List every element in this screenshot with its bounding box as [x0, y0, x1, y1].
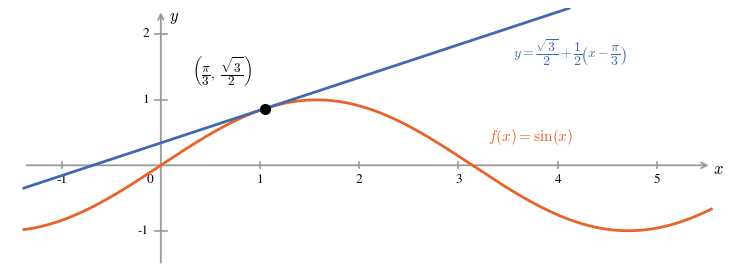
Text: 4: 4	[554, 174, 561, 186]
Text: 0: 0	[146, 174, 153, 186]
Text: $x$: $x$	[713, 161, 724, 178]
Text: 1: 1	[257, 174, 263, 186]
Text: $y$: $y$	[169, 10, 179, 26]
Text: 2: 2	[142, 29, 149, 40]
Text: $f(x) = \sin(x)$: $f(x) = \sin(x)$	[488, 126, 573, 147]
Text: 5: 5	[654, 174, 660, 186]
Text: $y = \dfrac{\sqrt{3}}{2} + \dfrac{1}{2}\!\left(x - \dfrac{\pi}{3}\right)$: $y = \dfrac{\sqrt{3}}{2} + \dfrac{1}{2}\…	[513, 38, 627, 68]
Text: $\left(\dfrac{\pi}{3},\ \dfrac{\sqrt{3}}{2}\right)$: $\left(\dfrac{\pi}{3},\ \dfrac{\sqrt{3}}…	[192, 54, 252, 88]
Text: -1: -1	[137, 225, 149, 237]
Text: -1: -1	[56, 174, 67, 186]
Text: 3: 3	[455, 174, 462, 186]
Text: 2: 2	[356, 174, 363, 186]
Text: 1: 1	[142, 94, 149, 106]
